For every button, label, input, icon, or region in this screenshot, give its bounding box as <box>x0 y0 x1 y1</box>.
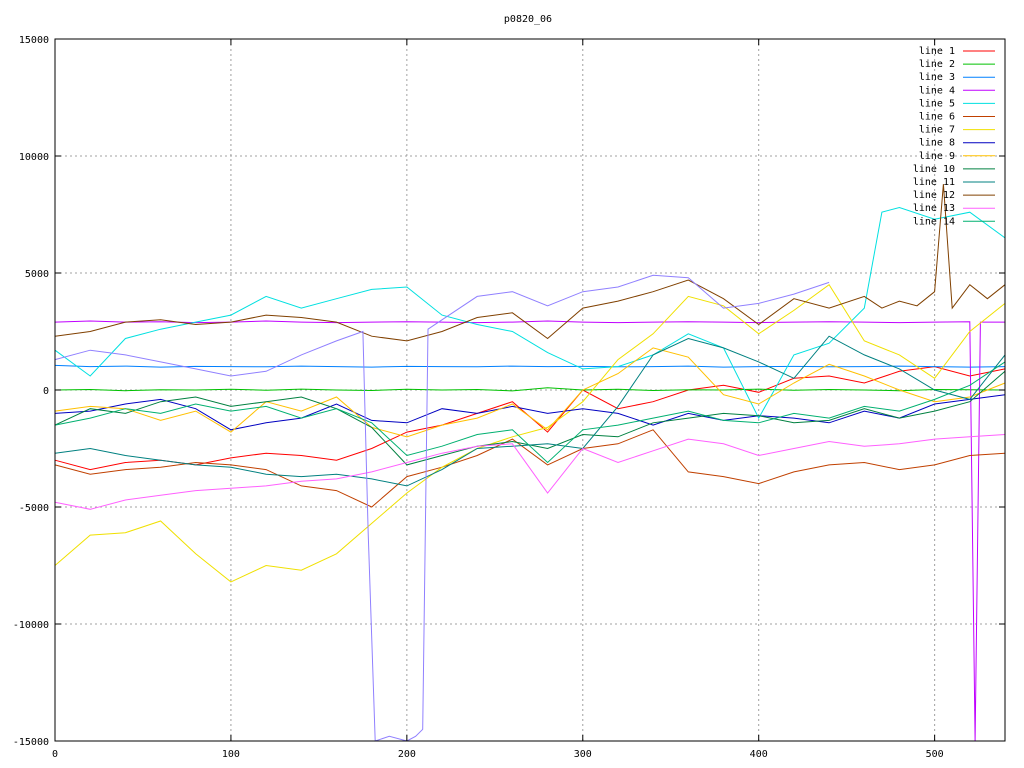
y-tick-label-3: 0 <box>43 386 49 397</box>
legend-label-11: line 11 <box>913 177 955 188</box>
series-line-2 <box>54 387 1006 392</box>
x-tick-label-5: 500 <box>926 749 944 760</box>
x-tick-label-3: 300 <box>574 749 592 760</box>
legend: line 1 line 2 line 3 line 4 line 5 line 6 line… <box>913 46 995 227</box>
series-line-5 <box>54 206 1006 420</box>
series-line-12 <box>54 184 1006 342</box>
series-line-14 <box>54 361 1006 464</box>
chart-title: p0820_06 <box>504 14 552 25</box>
series-lines <box>54 184 1006 742</box>
x-tick-label-2: 200 <box>398 749 416 760</box>
legend-label-7: line 7 <box>919 125 955 136</box>
x-tick-label-4: 400 <box>750 749 768 760</box>
legend-label-2: line 2 <box>919 59 955 70</box>
legend-label-12: line 12 <box>913 190 955 201</box>
legend-label-9: line 9 <box>919 151 955 162</box>
series-line-13 <box>54 434 1006 510</box>
series-line-6 <box>54 429 1006 508</box>
legend-label-5: line 5 <box>919 98 955 109</box>
series-line-15 <box>54 274 830 742</box>
y-tick-label-2: -5000 <box>19 503 49 514</box>
legend-label-10: line 10 <box>913 164 955 175</box>
legend-label-14: line 14 <box>913 216 955 227</box>
series-line-1 <box>54 366 1006 471</box>
series-line-9 <box>54 347 1006 438</box>
series-line-7 <box>54 283 1006 583</box>
legend-label-4: line 4 <box>919 85 955 96</box>
x-tick-label-0: 0 <box>52 749 58 760</box>
y-tick-label-1: -10000 <box>13 620 49 631</box>
y-tick-label-0: -15000 <box>13 737 49 748</box>
series-line-8 <box>54 394 1006 431</box>
y-tick-label-5: 10000 <box>19 152 49 163</box>
series-line-10 <box>54 370 1006 466</box>
legend-label-6: line 6 <box>919 112 955 123</box>
y-tick-label-4: 5000 <box>25 269 49 280</box>
series-line-4 <box>54 320 1005 742</box>
legend-label-3: line 3 <box>919 72 955 83</box>
legend-label-1: line 1 <box>919 46 955 57</box>
series-line-11 <box>54 335 1006 487</box>
y-tick-label-6: 15000 <box>19 35 49 46</box>
x-tick-label-1: 100 <box>222 749 240 760</box>
legend-label-13: line 13 <box>913 203 955 214</box>
axes: 0 100 200 300 400 500 -15000 -10000 -5000 0 5000 10… <box>13 35 1006 760</box>
series-line-3 <box>54 364 1006 368</box>
legend-label-8: line 8 <box>919 138 955 149</box>
